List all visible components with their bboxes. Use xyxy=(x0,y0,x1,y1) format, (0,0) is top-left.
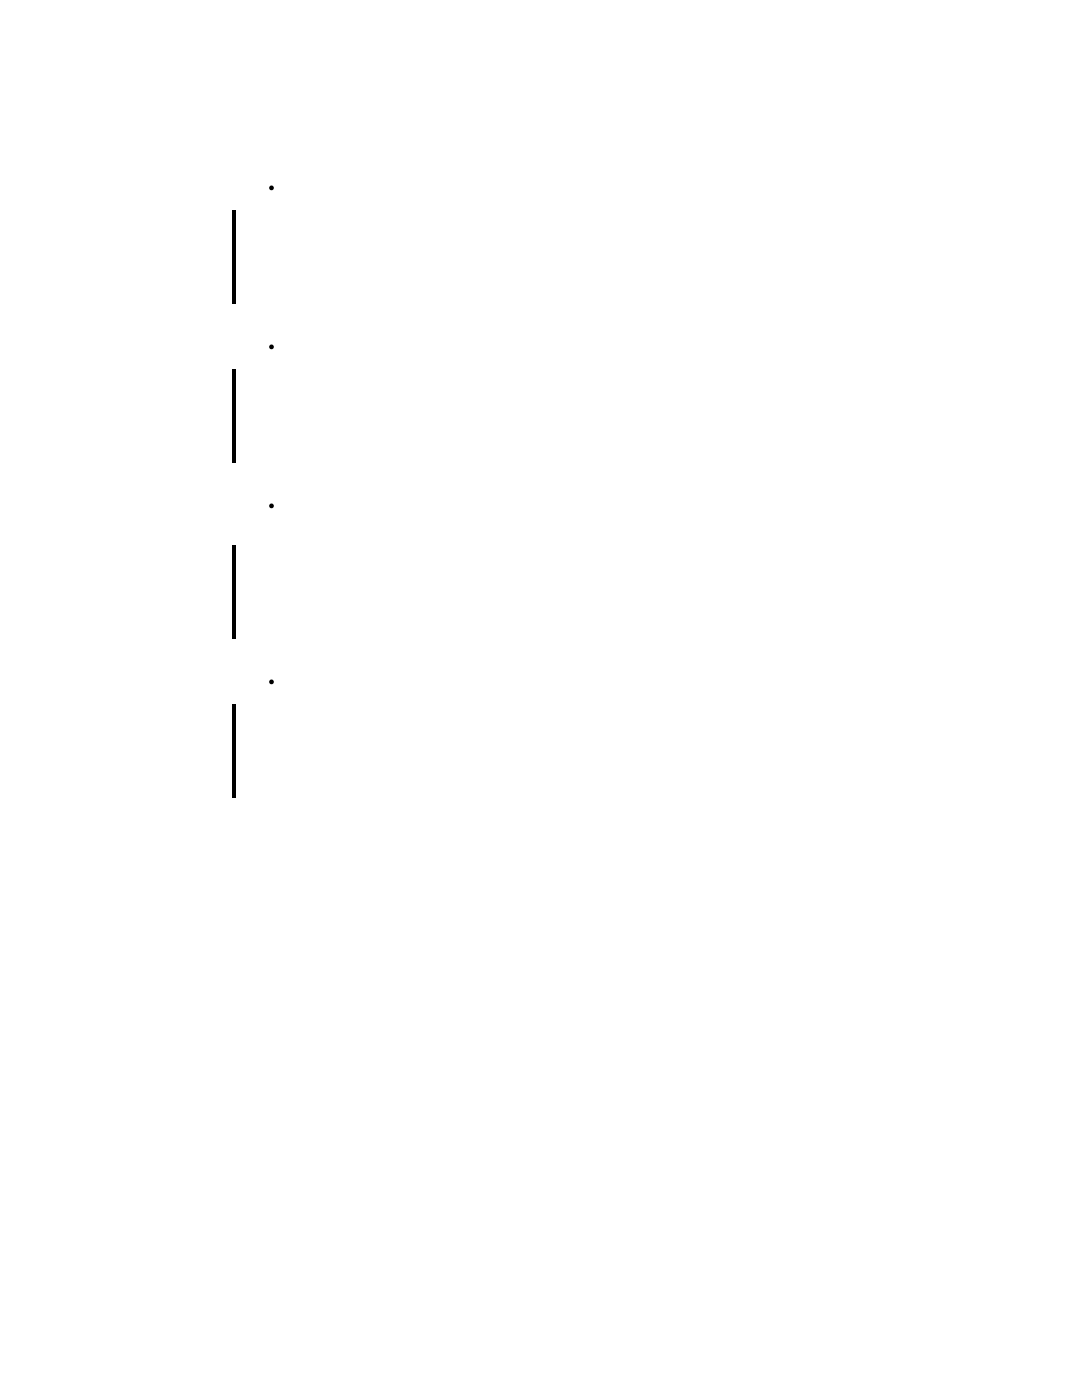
display-chars xyxy=(234,212,242,302)
bullet-1: • xyxy=(268,177,296,200)
segment-display-2 xyxy=(232,369,236,463)
bullet-dot-icon: • xyxy=(268,337,296,360)
display-chars xyxy=(234,706,242,796)
display-chars xyxy=(234,371,242,461)
page: • • • • xyxy=(0,0,1080,1397)
bullet-3: • xyxy=(268,495,296,518)
list-item-letter xyxy=(258,140,288,163)
segment-display-1 xyxy=(232,210,236,304)
bullet-2: • xyxy=(268,336,296,359)
bullet-dot-icon: • xyxy=(268,672,296,695)
segment-display-4 xyxy=(232,704,236,798)
display-chars xyxy=(234,547,242,637)
bullet-4: • xyxy=(268,671,296,694)
bullet-dot-icon: • xyxy=(268,178,296,201)
segment-display-3 xyxy=(232,545,236,639)
bullet-dot-icon: • xyxy=(268,496,296,519)
